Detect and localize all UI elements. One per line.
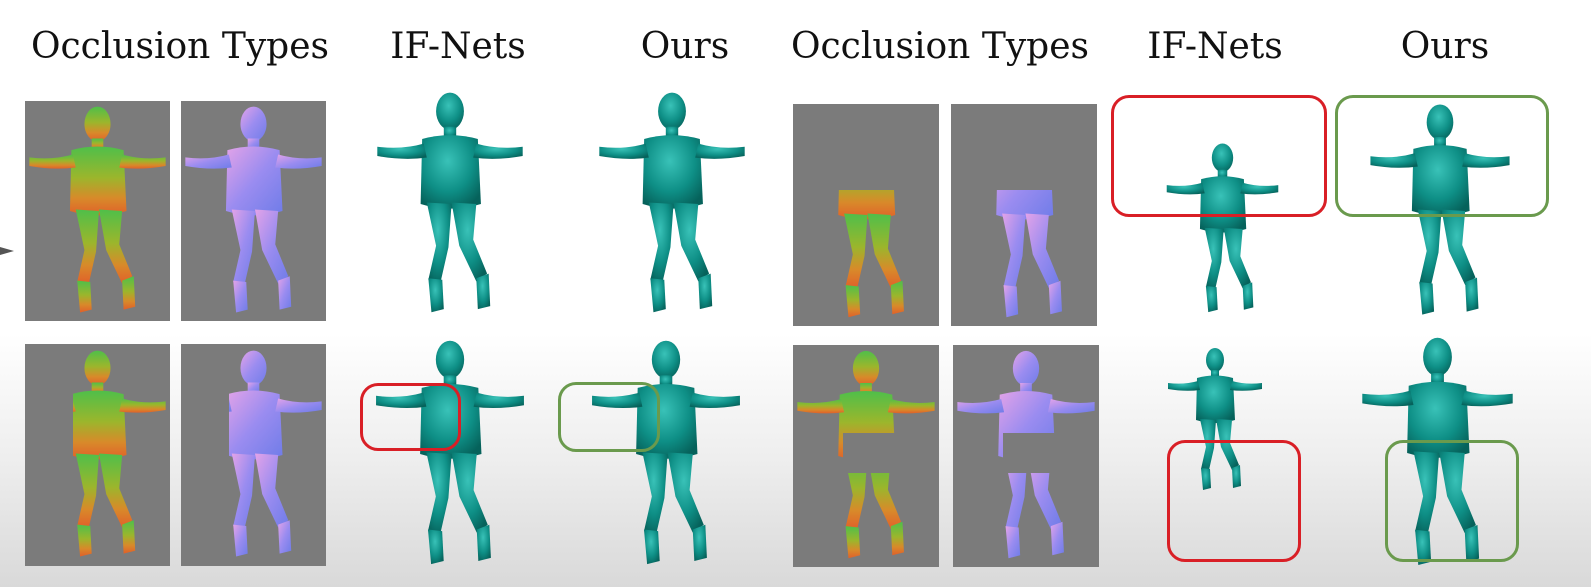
rgb-input-tile	[25, 101, 170, 321]
occlusion-mask	[793, 104, 939, 190]
header-occlusion-types-left: Occlusion Types	[30, 26, 329, 67]
header-ours-left: Ours	[640, 26, 730, 67]
header-ours-right: Ours	[1400, 26, 1490, 67]
header-occlusion-types-right: Occlusion Types	[790, 26, 1089, 67]
arrow-remnant-icon	[0, 243, 16, 259]
ifnets-mesh	[340, 88, 560, 320]
occlusion-mask	[843, 433, 939, 473]
occlusion-mask	[1003, 433, 1099, 473]
rgb-input-tile	[793, 104, 939, 326]
success-highlight-box	[558, 382, 660, 452]
failure-highlight-box	[360, 383, 461, 451]
success-highlight-box	[1385, 440, 1519, 562]
failure-highlight-box	[1111, 95, 1327, 217]
normal-input-tile	[951, 104, 1097, 326]
human-figure-icon	[25, 101, 170, 321]
ifnets-mesh	[345, 336, 555, 572]
human-figure-icon	[181, 101, 326, 321]
ours-mesh	[560, 336, 772, 572]
normal-input-tile	[181, 344, 326, 566]
occlusion-mask	[25, 344, 73, 566]
rgb-input-tile	[25, 344, 170, 566]
occlusion-mask	[181, 344, 229, 566]
header-ifnets-right: IF-Nets	[1147, 26, 1283, 67]
normal-input-tile	[181, 101, 326, 321]
ours-mesh	[562, 88, 782, 320]
occlusion-mask	[951, 104, 1097, 190]
normal-input-tile	[953, 345, 1099, 567]
success-highlight-box	[1335, 95, 1549, 217]
rgb-input-tile	[793, 345, 939, 567]
failure-highlight-box	[1167, 440, 1301, 562]
header-ifnets-left: IF-Nets	[390, 26, 526, 67]
